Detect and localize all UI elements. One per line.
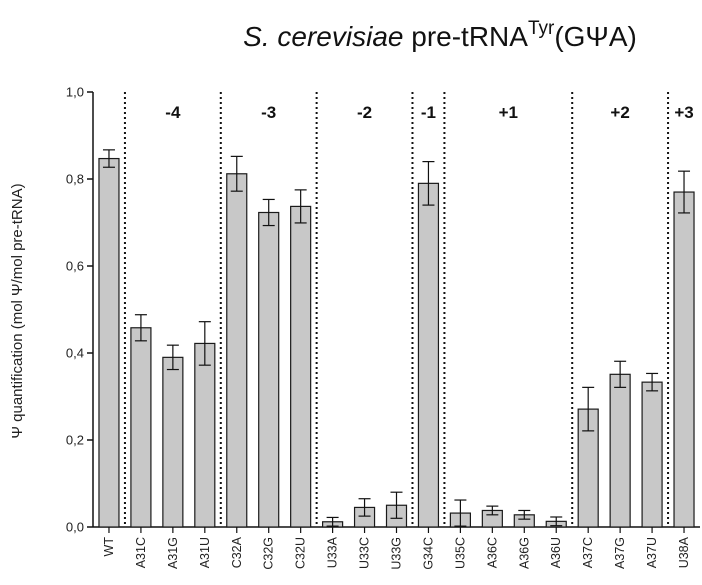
x-tick-label-A36G: A36G <box>517 537 531 569</box>
bar-A37U <box>641 381 663 528</box>
x-tick-label-C32G: C32G <box>262 537 276 570</box>
y-tick-label-3: 0,6 <box>66 259 84 274</box>
bar-C32G <box>258 211 280 528</box>
x-tick-label-WT: WT <box>102 537 116 557</box>
x-tick-label-U33G: U33G <box>390 537 404 570</box>
x-tick-label-U38A: U38A <box>677 536 691 568</box>
x-tick-label-A37G: A37G <box>613 537 627 569</box>
x-tick-label-A31U: A31U <box>198 537 212 568</box>
y-tick-label-5: 1,0 <box>66 85 84 100</box>
bar-A31U <box>194 342 216 528</box>
chart-title-italic: S. cerevisiae <box>243 21 403 52</box>
group-label-3: -1 <box>421 103 436 122</box>
x-tick-label-C32A: C32A <box>230 536 244 568</box>
x-tick-label-A37U: A37U <box>645 537 659 568</box>
group-label-2: -2 <box>357 103 372 122</box>
bar-A31G <box>162 356 184 528</box>
chart-title-main: pre-tRNA <box>403 21 528 52</box>
plot-area: -4 -3 -2 -1 +1 +2 +3 0,0 0,2 0,4 0,6 0,8 1,0 WT A31C A3… <box>66 85 700 570</box>
group-label-5: +2 <box>610 103 629 122</box>
x-tick-label-A36U: A36U <box>549 537 563 568</box>
bar-C32A <box>226 173 248 528</box>
bar-G34C <box>417 182 440 528</box>
bar-A31C <box>130 327 152 528</box>
x-tick-label-U33C: U33C <box>358 537 372 569</box>
chart-title: S. cerevisiae pre-tRNATyr(GΨA) <box>243 18 637 52</box>
bar-C32U <box>290 205 312 528</box>
bar-A37G <box>609 373 631 528</box>
y-tick-label-0: 0,0 <box>66 520 84 535</box>
x-tick-label-C32U: C32U <box>294 537 308 569</box>
bar-U38A <box>673 191 695 528</box>
bar-WT <box>98 157 120 528</box>
chart-title-superscript: Tyr <box>528 18 555 39</box>
y-axis-label: Ψ quantification (mol Ψ/mol pre-tRNA) <box>9 183 26 438</box>
x-tick-label-A31C: A31C <box>134 537 148 568</box>
x-tick-label-A31G: A31G <box>166 537 180 569</box>
group-label-6: +3 <box>674 103 693 122</box>
x-tick-label-U35C: U35C <box>453 537 467 569</box>
y-tick-label-2: 0,4 <box>66 346 84 361</box>
chart-title-suffix: (GΨA) <box>554 21 637 52</box>
x-tick-label-G34C: G34C <box>421 537 435 570</box>
group-label-4: +1 <box>499 103 518 122</box>
y-tick-label-4: 0,8 <box>66 172 84 187</box>
group-label-0: -4 <box>165 103 181 122</box>
x-tick-label-U33A: U33A <box>326 536 340 568</box>
x-tick-label-A36C: A36C <box>485 537 499 568</box>
x-tick-label-A37C: A37C <box>581 537 595 568</box>
y-tick-label-1: 0,2 <box>66 433 84 448</box>
group-label-1: -3 <box>261 103 276 122</box>
